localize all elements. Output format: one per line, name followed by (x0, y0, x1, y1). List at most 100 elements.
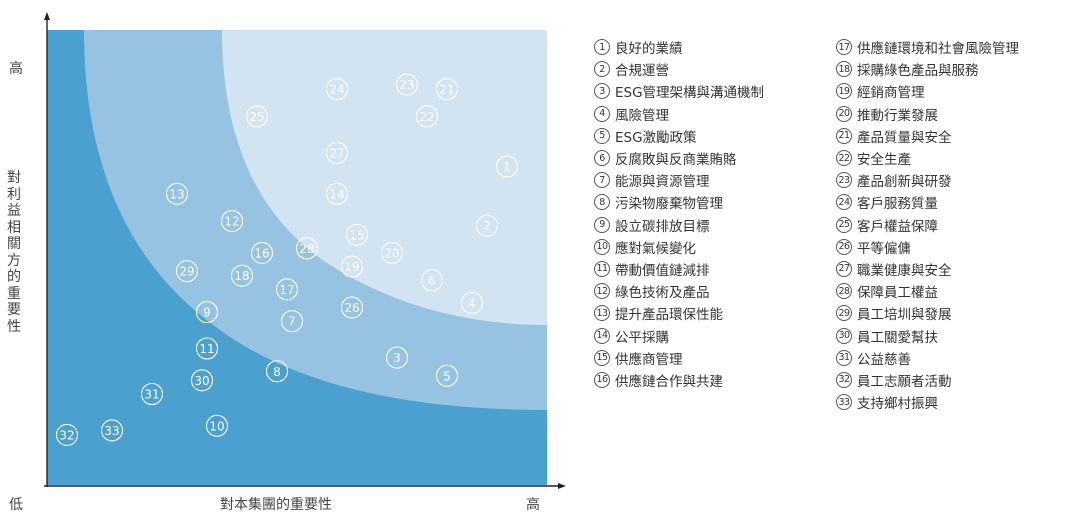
point-22: 22 (415, 105, 439, 128)
legend-label: 綠色技術及產品 (615, 285, 710, 302)
y-axis-arrow (44, 12, 50, 20)
legend-item: 24 客戶服務質量 (836, 191, 1019, 213)
point-label: 1 (503, 160, 511, 174)
point-label: 20 (384, 246, 399, 260)
legend-label: 設立碳排放目標 (615, 218, 710, 235)
legend-item: 21 產品質量與安全 (836, 125, 1019, 147)
point-label: 24 (329, 83, 344, 97)
legend-number: 22 (836, 150, 852, 167)
point-27: 27 (325, 141, 349, 164)
point-9: 9 (195, 301, 219, 324)
point-label: 21 (439, 83, 454, 97)
point-15: 15 (345, 223, 369, 246)
legend-number: 10 (594, 238, 610, 255)
point-label: 28 (299, 242, 314, 256)
legend-number: 24 (836, 194, 852, 211)
legend-item: 30 員工關愛幫扶 (836, 324, 1019, 346)
legend-number: 12 (594, 283, 610, 300)
legend-label: ESG激勵政策 (615, 129, 697, 146)
point-marker (385, 346, 409, 369)
legend-label: 客戶權益保障 (857, 218, 938, 235)
legend-item: 32 員工志願者活動 (836, 369, 1019, 391)
point-26: 26 (340, 296, 364, 319)
y-high-label: 高 (9, 61, 23, 77)
point-11: 11 (195, 337, 219, 360)
point-5: 5 (435, 364, 459, 387)
legend-number: 16 (594, 371, 610, 388)
point-marker (340, 255, 364, 278)
legend-number: 3 (594, 83, 610, 100)
legend-label: 能源與資源管理 (615, 174, 710, 191)
legend-number: 14 (594, 327, 610, 344)
point-label: 4 (468, 297, 476, 311)
legend-label: 員工志願者活動 (857, 373, 952, 390)
legend-number: 27 (836, 260, 852, 277)
point-8: 8 (265, 360, 289, 383)
point-25: 25 (245, 105, 269, 128)
point-marker (205, 414, 229, 437)
legend-label: 採購綠色產品與服務 (857, 63, 979, 80)
legend-label: 支持鄉村振興 (857, 396, 938, 413)
legend-item: 5 ESG激勵政策 (594, 125, 764, 147)
legend-number: 32 (836, 371, 852, 388)
point-marker (140, 382, 164, 406)
point-12: 12 (220, 210, 244, 233)
legend-item: 17 供應鏈環境和社會風險管理 (836, 36, 1019, 58)
point-label: 7 (288, 315, 296, 329)
point-23: 23 (395, 73, 419, 96)
legend-label: 職業健康與安全 (857, 262, 952, 279)
legend-item: 11 帶動價值鏈減排 (594, 258, 764, 280)
point-7: 7 (280, 310, 304, 333)
point-label: 22 (419, 110, 434, 124)
point-label: 11 (199, 342, 214, 356)
point-label: 25 (249, 110, 264, 124)
point-marker (165, 182, 189, 205)
point-label: 32 (59, 428, 74, 442)
point-label: 23 (399, 78, 414, 92)
legend-item: 3 ESG管理架構與溝通機制 (594, 80, 764, 102)
point-label: 13 (169, 187, 184, 201)
point-marker (55, 423, 79, 447)
point-label: 12 (224, 215, 239, 229)
point-18: 18 (230, 264, 254, 287)
legend-label: 產品質量與安全 (857, 129, 952, 146)
point-label: 16 (254, 246, 269, 260)
point-6: 6 (420, 269, 444, 292)
legend-label: 應對氣候變化 (615, 240, 696, 257)
legend-number: 25 (836, 216, 852, 233)
point-label: 6 (428, 274, 436, 288)
point-31: 31 (140, 382, 164, 406)
point-marker (100, 419, 124, 442)
point-marker (230, 264, 254, 287)
legend-item: 2 合規運營 (594, 58, 764, 80)
point-label: 9 (203, 306, 211, 320)
legend-label: 供應商管理 (615, 351, 683, 368)
point-16: 16 (250, 241, 274, 264)
point-marker (420, 269, 444, 292)
legend-item: 10 應對氣候變化 (594, 236, 764, 258)
legend-item: 12 綠色技術及產品 (594, 280, 764, 302)
point-marker (395, 73, 419, 96)
legend-number: 11 (594, 260, 610, 277)
point-marker (495, 155, 519, 178)
point-marker (295, 237, 319, 260)
legend-item: 27 職業健康與安全 (836, 258, 1019, 280)
legend-number: 2 (594, 61, 610, 78)
legend-item: 33 支持鄉村振興 (836, 391, 1019, 413)
legend-item: 14 公平採購 (594, 324, 764, 346)
point-marker (435, 364, 459, 387)
point-marker (460, 291, 484, 315)
legend-item: 23 產品創新與研發 (836, 169, 1019, 191)
zone-high (222, 30, 547, 325)
point-4: 4 (460, 291, 484, 315)
legend-item: 4 風險管理 (594, 103, 764, 125)
legend-item: 15 供應商管理 (594, 347, 764, 369)
point-label: 30 (194, 374, 209, 388)
legend-label: 污染物廢棄物管理 (615, 196, 723, 213)
point-10: 10 (205, 414, 229, 437)
legend-number: 4 (594, 105, 610, 122)
legend-number: 7 (594, 172, 610, 189)
legend-label: 供應鏈合作與共建 (615, 373, 723, 390)
legend-item: 31 公益慈善 (836, 347, 1019, 369)
